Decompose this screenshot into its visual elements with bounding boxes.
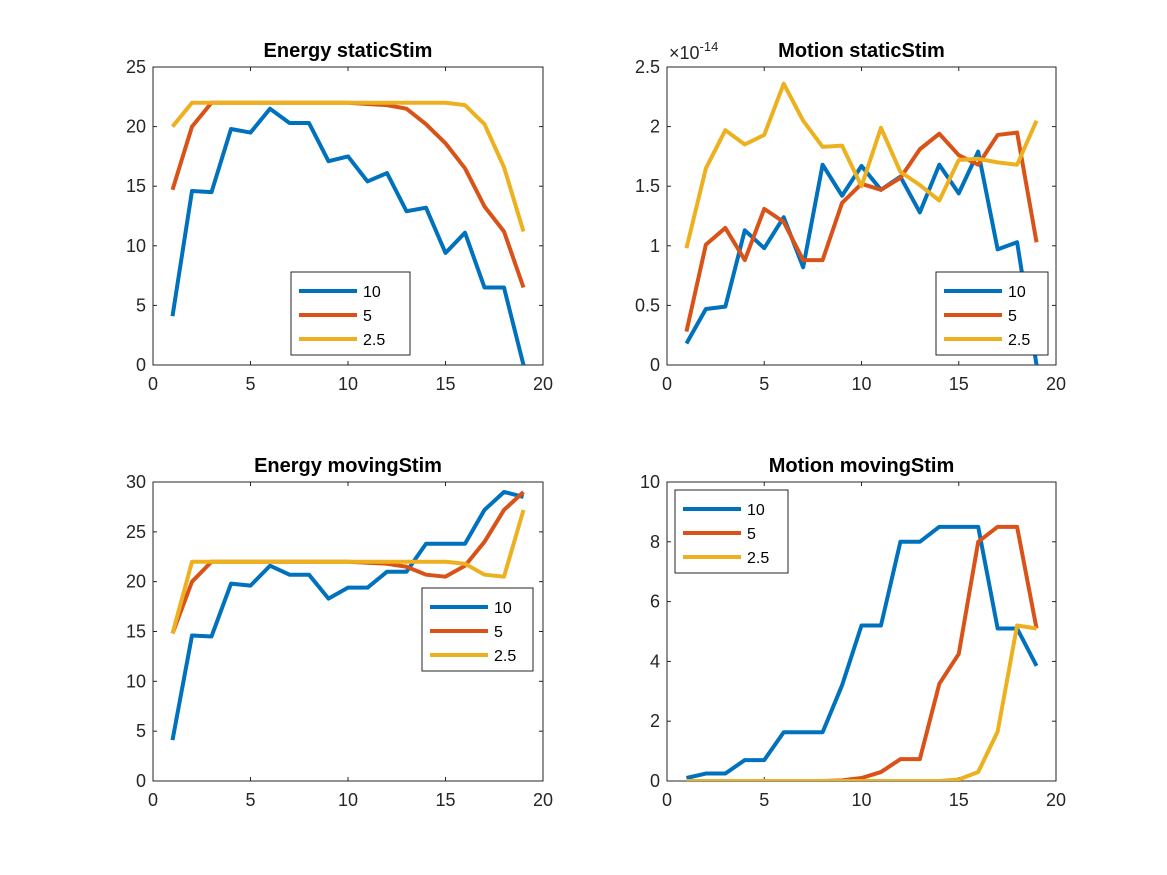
y-tick-label: 0: [136, 771, 146, 791]
chart-panel-4: 0 5 10 15 20 0 2 4 6 8 10 Motion movingStim 10 5 2.5: [640, 455, 1066, 810]
y-tick-label: 0: [136, 355, 146, 375]
chart-title: Energy staticStim: [264, 40, 433, 62]
y-tick-label: 20: [126, 572, 146, 592]
y-tick-label: 25: [126, 57, 146, 77]
y-tick-label: 20: [126, 117, 146, 137]
legend-label: 10: [494, 600, 512, 617]
y-tick-label: 10: [126, 236, 146, 256]
y-tick-label: 30: [126, 472, 146, 492]
y-tick-label: 15: [126, 176, 146, 196]
legend-label: 10: [1008, 284, 1026, 301]
y-tick-label: 0.5: [635, 295, 660, 315]
legend: 10 5 2.5: [290, 271, 411, 356]
x-tick-label: 5: [759, 374, 769, 394]
legend-label: 2.5: [1008, 332, 1030, 349]
plot-area: [686, 524, 1039, 781]
series-line-10: [170, 106, 526, 365]
legend-label: 5: [494, 624, 503, 641]
y-tick-label: 15: [126, 622, 146, 642]
x-tick-label: 0: [662, 374, 672, 394]
y-tick-label: 5: [136, 721, 146, 741]
x-tick-label: 10: [338, 790, 358, 810]
y-tick-label: 8: [650, 532, 660, 552]
x-tick-label: 5: [245, 790, 255, 810]
series-line-2.5: [170, 100, 526, 233]
series-line-10: [686, 524, 1039, 780]
y-tick-label: 10: [640, 472, 660, 492]
series-line-2.5: [686, 623, 1037, 781]
chart-title: Motion staticStim: [778, 40, 945, 62]
legend-label: 10: [363, 284, 381, 301]
series-line-5: [686, 524, 1039, 781]
x-tick-label: 5: [759, 790, 769, 810]
chart-title: Energy movingStim: [254, 455, 442, 477]
x-tick-label: 0: [148, 374, 158, 394]
series-line-2.5: [170, 509, 526, 635]
y-tick-label: 6: [650, 592, 660, 612]
legend: 10 5 2.5: [674, 489, 789, 574]
plot-area: [684, 81, 1039, 365]
legend-label: 5: [363, 308, 372, 325]
x-tick-label: 10: [338, 374, 358, 394]
y-tick-label: 1: [650, 236, 660, 256]
chart-panel-3: 0 5 10 15 20 0 5 10 15 20 25 30 Energy movingStim 10 5…: [126, 455, 553, 810]
x-tick-label: 15: [435, 790, 455, 810]
y-tick-label: 5: [136, 295, 146, 315]
legend-label: 5: [747, 526, 756, 543]
legend-label: 10: [747, 502, 765, 519]
x-tick-label: 10: [851, 374, 871, 394]
y-tick-label: 0: [650, 355, 660, 375]
series-line-2.5: [684, 81, 1039, 249]
chart-title: Motion movingStim: [769, 455, 955, 477]
chart-panel-2: 0 5 10 15 20 0 0.5 1 1.5 2 2.5 ×10-14 Motion staticS…: [635, 39, 1066, 394]
y-tick-label: 2.5: [635, 57, 660, 77]
x-tick-label: 20: [1046, 374, 1066, 394]
legend-label: 2.5: [363, 332, 385, 349]
series-line-10: [684, 149, 1039, 365]
legend-label: 5: [1008, 308, 1017, 325]
y-tick-label: 2: [650, 117, 660, 137]
plot-area: [170, 100, 526, 365]
x-tick-label: 10: [851, 790, 871, 810]
y-tick-label: 1.5: [635, 176, 660, 196]
plot-area: [170, 489, 526, 741]
axis-exponent-label: ×10-14: [669, 39, 718, 63]
y-tick-label: 2: [650, 711, 660, 731]
y-tick-label: 4: [650, 651, 660, 671]
x-tick-label: 0: [148, 790, 158, 810]
x-tick-label: 5: [245, 374, 255, 394]
legend-label: 2.5: [747, 550, 769, 567]
x-tick-label: 0: [662, 790, 672, 810]
series-line-10: [170, 489, 524, 741]
legend-label: 2.5: [494, 648, 516, 665]
x-tick-label: 20: [533, 790, 553, 810]
y-tick-label: 0: [650, 771, 660, 791]
x-tick-label: 20: [1046, 790, 1066, 810]
x-tick-label: 15: [435, 374, 455, 394]
x-tick-label: 15: [949, 790, 969, 810]
legend: 10 5 2.5: [935, 271, 1049, 356]
x-tick-label: 15: [949, 374, 969, 394]
y-tick-label: 25: [126, 522, 146, 542]
legend: 10 5 2.5: [421, 587, 534, 672]
x-tick-label: 20: [533, 374, 553, 394]
y-tick-label: 10: [126, 671, 146, 691]
chart-panel-1: 0 5 10 15 20 0 5 10 15 20 25 Energy staticStim 10 5 2.…: [126, 40, 553, 394]
